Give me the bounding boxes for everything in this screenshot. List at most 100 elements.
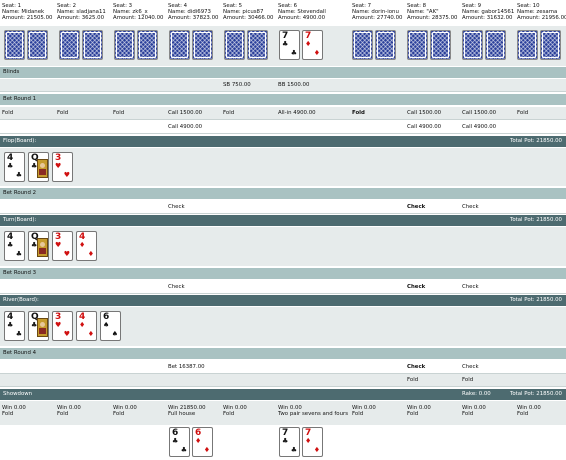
river-board: 4 ♣ ♣ Q ♣ 3 ♥ ♥ 4 ♦ ♦ 6 ♠ ♠ [0,307,566,346]
showdown-hand: Fold [2,411,14,417]
card-back [169,30,190,60]
br1-seat8-action: Call 1500.00 [407,110,442,116]
seat-amount: Amount: 12040.00 [113,15,164,21]
showdown-seat-8: Win 0.00 Fold [407,405,431,417]
board-card: Q ♣ [28,231,49,261]
board-card: 3 ♥ ♥ [52,311,73,341]
seat-amount: Amount: 31632.00 [462,15,513,21]
seat-info-7: Seat: 7 Name: dorin-ionu Amount: 27740.00 [352,3,402,21]
bet-round-4-label: Bet Round 4 [3,350,37,356]
card-suit: ♦ [195,437,202,445]
card-rank: Q [31,232,39,242]
big-blind: BB 1500.00 [278,82,310,88]
seat-seat: Seat: 2 [57,3,77,9]
card-suit-corner: ♦ [87,250,94,258]
card-suit-corner: ♦ [313,49,320,57]
card-suit: ♣ [7,241,14,249]
card-suit: ♥ [55,321,62,329]
card-back [114,30,135,60]
card-suit: ♣ [31,162,38,170]
card-rank: 4 [7,153,14,163]
flop-label: Flop(Board): [3,138,37,144]
board-card: 4 ♣ ♣ [4,311,25,341]
seat-name: Name: Midanek [2,9,45,15]
showdown-label: Showdown [3,391,33,397]
card-suit: ♣ [7,162,14,170]
showdown-seat-6: Win 0.00 Two pair sevens and fours [278,405,348,417]
showdown-hand: Fold [57,411,69,417]
card-suit: ♣ [282,437,289,445]
card-suit: ♣ [31,241,38,249]
br2-seat9-action: Check [462,204,479,210]
card-suit: ♣ [7,321,14,329]
seat-amount: Amount: 30466.00 [223,15,274,21]
showdown-win: Win 0.00 [278,405,302,411]
card-rank: 4 [79,312,86,322]
card-rank: Q [31,312,39,322]
showdown-hand: Two pair sevens and fours [278,411,349,417]
small-blind: SB 750.00 [223,82,251,88]
card-rank: Q [31,153,39,163]
face-card-art [37,318,48,337]
seat-amount: Amount: 3625.00 [57,15,105,21]
card-rank: 7 [305,31,312,41]
seat-info-8: Seat: 8 Name: "AK" Amount: 28375.00 [407,3,457,21]
br1-seat9-action: Call 1500.00 [462,110,497,116]
showdown-win: Win 0.00 [2,405,26,411]
br1-seat4-call: Call 4900.00 [168,124,203,130]
showdown-card: 7 ♦ ♦ [302,427,323,457]
card-suit: ♥ [55,162,62,170]
turn-label: Turn(Board): [3,217,37,223]
seat-seat: Seat: 10 [517,3,540,9]
card-suit-corner: ♣ [15,250,22,258]
hole-card: 7 ♦ ♦ [302,30,323,60]
bet-round-4-row-1: Bet 16387.00 Check Check [0,361,566,374]
card-suit-corner: ♥ [63,330,70,338]
board-card: 6 ♠ ♠ [100,311,121,341]
br1-seat4-action: Call 1500.00 [168,110,203,116]
br1-seat5-action: Fold [223,110,235,116]
rake: Rake: 0.00 [462,391,491,397]
turn-header: Turn(Board): Total Pot: 21850.00 [0,215,566,226]
showdown-seat-10: Win 0.00 Fold [517,405,541,417]
seat-name: Name: dorin-ionu [352,9,399,15]
seat-info-1: Seat: 1 Name: Midanek Amount: 21505.00 [2,3,52,21]
card-rank: 7 [282,428,289,438]
br1-seat6-action: All-in 4900.00 [278,110,316,116]
card-suit-corner: ♦ [87,330,94,338]
card-back [407,30,428,60]
showdown-seat-3: Win 0.00 Fold [113,405,137,417]
card-suit: ♦ [79,321,86,329]
br1-seat8-call: Call 4900.00 [407,124,442,130]
seat-info-5: Seat: 5 Name: picus87 Amount: 30466.00 [223,3,273,21]
br2-seat8-action: Check [407,204,426,210]
showdown-win: Win 0.00 [352,405,376,411]
bet-round-2-header: Bet Round 2 [0,188,566,199]
card-suit-corner: ♦ [313,446,320,454]
card-rank: 3 [55,232,62,242]
showdown-seat-2: Win 0.00 Fold [57,405,81,417]
face-card-art [37,159,48,178]
showdown-win: Win 0.00 [113,405,137,411]
board-card: 4 ♦ ♦ [76,311,97,341]
seat-name: Name: picus87 [223,9,264,15]
seat-amount: Amount: 4900.00 [278,15,326,21]
card-back [247,30,268,60]
hole-card: 7 ♣ ♣ [279,30,300,60]
seat-info-9: Seat: 9 Name: gabor14561 Amount: 31632.00 [462,3,514,21]
br4-seat8-fold: Fold [407,377,419,383]
river-header: River(Board): Total Pot: 21850.00 [0,295,566,306]
seat-info-10: Seat: 10 Name: zesama Amount: 21956.00 [517,3,566,21]
card-back [137,30,158,60]
card-back [517,30,538,60]
bet-round-4-header: Bet Round 4 [0,348,566,359]
flop-board: 4 ♣ ♣ Q ♣ 3 ♥ ♥ [0,148,566,186]
seat-name: Name: Stevendall [278,9,326,15]
showdown-seat-5: Win 0.00 Fold [223,405,247,417]
showdown-hand: Full house [168,411,196,417]
bet-round-1-label: Bet Round 1 [3,96,37,102]
seat-amount: Amount: 21956.00 [517,15,566,21]
seat-name: Name: gabor14561 [462,9,515,15]
card-suit-corner: ♥ [63,171,70,179]
showdown-hand: Fold [407,411,419,417]
